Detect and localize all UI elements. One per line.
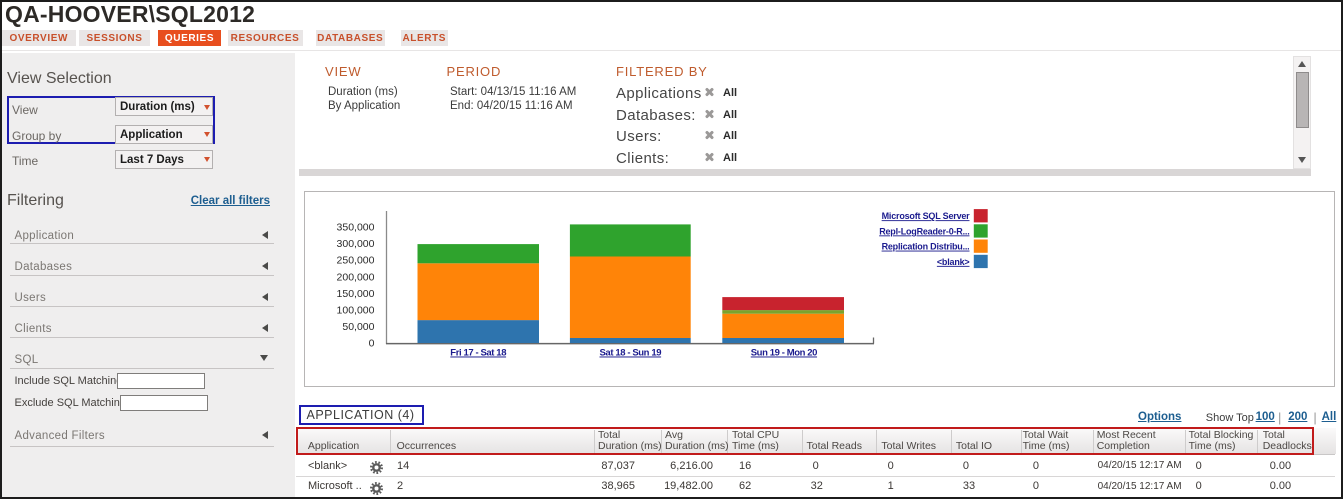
svg-text:<blank>: <blank> [937,256,970,266]
svg-text:250,000: 250,000 [337,254,375,266]
svg-text:Repl-LogReader-0-R...: Repl-LogReader-0-R... [879,226,969,236]
svg-text:200,000: 200,000 [337,271,375,283]
svg-text:Microsoft SQL Server: Microsoft SQL Server [882,211,971,221]
svg-text:Sat 18 - Sun 19: Sat 18 - Sun 19 [600,347,662,358]
svg-text:150,000: 150,000 [337,287,375,299]
svg-text:350,000: 350,000 [337,221,375,233]
svg-text:Replication Distribu...: Replication Distribu... [882,241,970,251]
svg-text:50,000: 50,000 [342,321,374,333]
svg-text:100,000: 100,000 [337,304,375,316]
svg-text:300,000: 300,000 [337,238,375,250]
svg-text:Sun 19 - Mon 20: Sun 19 - Mon 20 [751,347,817,358]
svg-text:Fri 17 - Sat 18: Fri 17 - Sat 18 [450,347,506,358]
svg-text:0: 0 [369,337,375,349]
